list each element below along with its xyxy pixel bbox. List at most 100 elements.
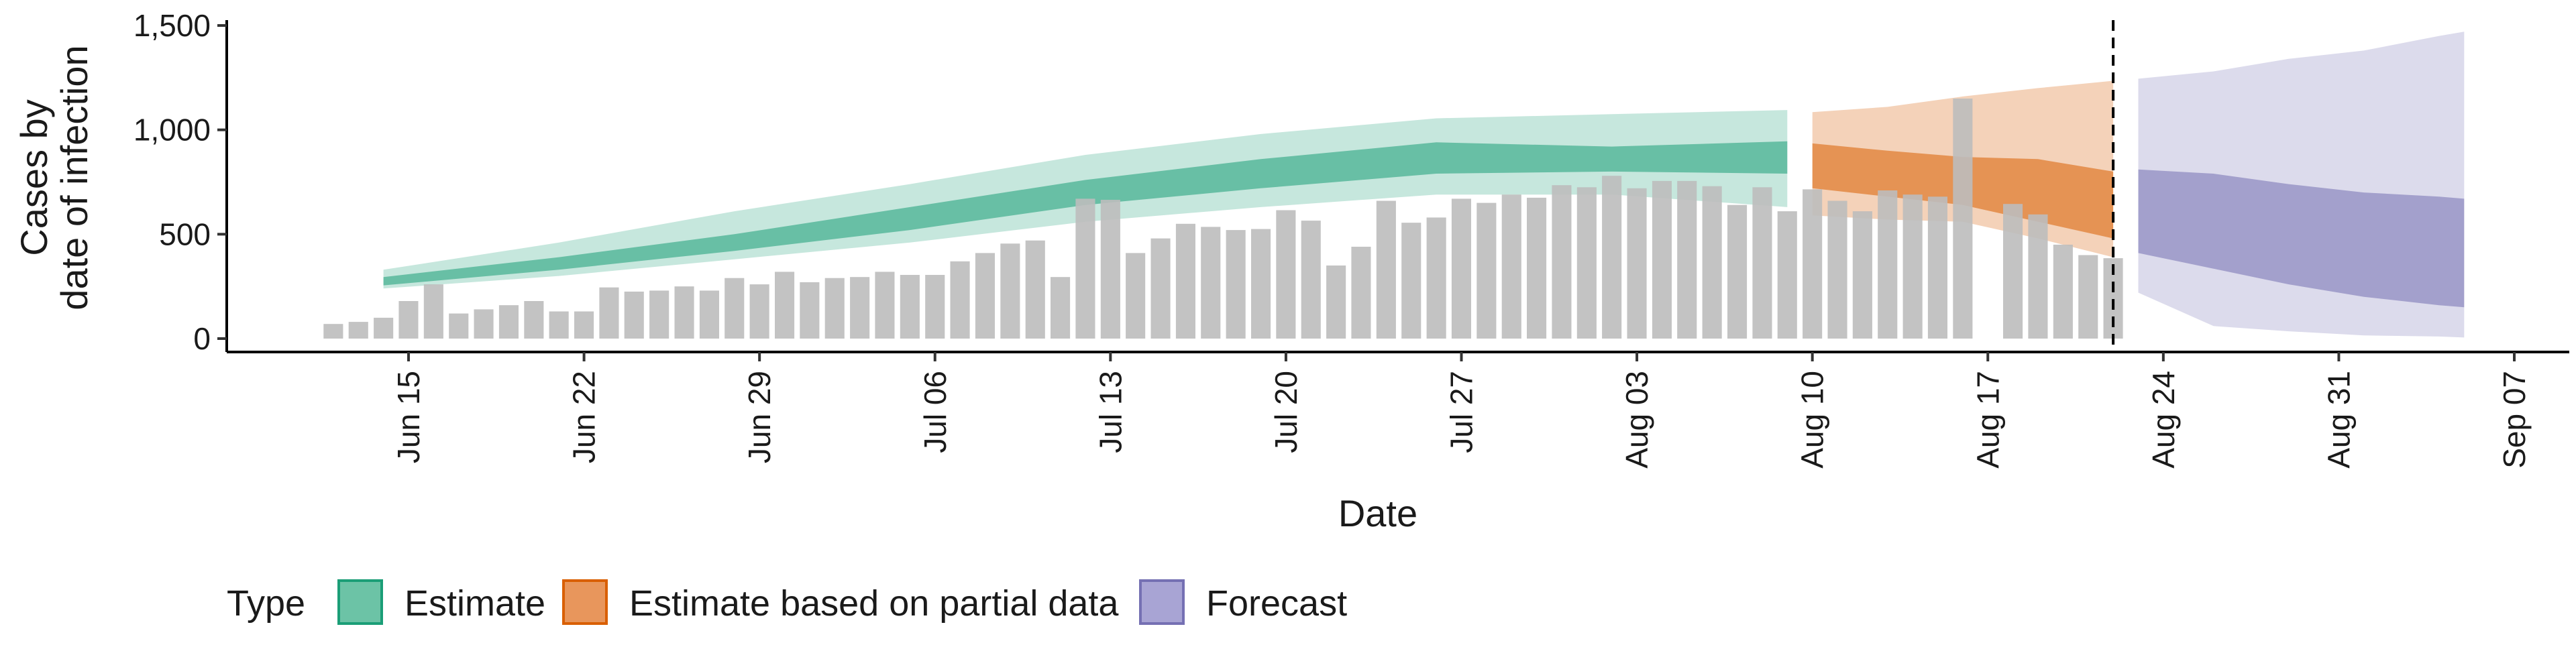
- x-tick-label: Aug 31: [2321, 371, 2356, 469]
- bar: [900, 275, 920, 339]
- bar: [1677, 180, 1697, 339]
- bar: [775, 272, 795, 339]
- bar: [1201, 227, 1221, 339]
- legend-layer: Type Estimate Estimate based on partial da…: [227, 579, 1347, 625]
- bar: [950, 261, 970, 339]
- y-tick-label: 1,000: [133, 113, 211, 148]
- x-tick-label: Aug 10: [1795, 371, 1830, 469]
- bar: [1878, 190, 1898, 339]
- bar: [1752, 187, 1772, 339]
- x-tick-label: Jun 29: [742, 371, 777, 463]
- x-tick-label: Aug 03: [1619, 371, 1654, 469]
- bar: [1426, 217, 1446, 339]
- bar: [398, 301, 419, 339]
- bar: [925, 275, 945, 339]
- bar: [524, 301, 544, 339]
- bar: [1301, 221, 1321, 339]
- ribbons-layer: [383, 32, 2465, 338]
- y-axis-title: Cases bydate of infection: [13, 45, 95, 310]
- bar: [674, 286, 694, 339]
- x-tick-label: Jul 13: [1093, 371, 1128, 453]
- bar: [1451, 198, 1471, 339]
- bar: [1051, 277, 1071, 339]
- bar: [1075, 198, 1095, 339]
- bar: [1251, 229, 1271, 339]
- bar: [649, 290, 669, 339]
- bar: [975, 253, 995, 339]
- bar: [1126, 253, 1146, 339]
- bar: [1527, 197, 1547, 339]
- x-tick-label: Jun 22: [567, 371, 602, 463]
- bar: [1827, 200, 1847, 339]
- y-tick-label: 1,500: [133, 8, 211, 43]
- bar: [824, 278, 845, 339]
- bar: [1351, 247, 1371, 339]
- bar: [2003, 204, 2023, 339]
- x-tick-label: Aug 24: [2146, 371, 2181, 469]
- x-tick-label: Jun 15: [391, 371, 426, 463]
- x-tick-label: Aug 17: [1970, 371, 2005, 469]
- bar: [1326, 266, 1346, 339]
- bar: [1000, 243, 1020, 339]
- y-tick-label: 500: [159, 217, 211, 251]
- bar: [574, 311, 594, 339]
- bar: [1226, 230, 1246, 339]
- axes-layer: 0 500 1,000 1,500 Jun 15 Jun 22 Jun 29 Jul 06 Ju…: [13, 8, 2569, 534]
- bar: [1702, 186, 1722, 339]
- y-axis-title-line: Cases by: [13, 99, 55, 255]
- legend-label: Estimate: [405, 583, 545, 624]
- bar: [2053, 244, 2073, 339]
- bar: [1576, 187, 1597, 339]
- bar: [850, 277, 870, 339]
- bar: [1501, 194, 1521, 339]
- bar: [1276, 210, 1296, 339]
- bar: [498, 305, 519, 339]
- bar: [474, 309, 494, 339]
- bar: [1953, 99, 1973, 339]
- bar: [1175, 223, 1195, 339]
- bar: [1025, 240, 1045, 339]
- bar: [800, 282, 820, 339]
- y-tick-label: 0: [193, 321, 211, 356]
- bar: [374, 317, 394, 339]
- bar: [1100, 200, 1120, 339]
- bar: [1927, 196, 1947, 339]
- bar: [1401, 223, 1421, 339]
- bar: [1652, 180, 1672, 339]
- bar: [1852, 211, 1872, 339]
- legend-swatch: [1139, 579, 1185, 625]
- legend-label: Estimate based on partial data: [629, 583, 1119, 624]
- forecast-50-ribbon: [2138, 169, 2465, 308]
- x-tick-label: Jul 06: [918, 371, 953, 453]
- bar: [1803, 189, 1823, 339]
- bar: [1150, 238, 1171, 339]
- bar: [1727, 204, 1748, 339]
- bar: [1777, 211, 1797, 339]
- legend-label: Forecast: [1206, 583, 1347, 624]
- legend-swatch: [337, 579, 383, 625]
- bar: [449, 313, 469, 339]
- bar: [1902, 194, 1923, 339]
- bar: [724, 278, 745, 339]
- bar: [323, 324, 343, 339]
- x-axis-title: Date: [1338, 492, 1417, 534]
- x-tick-label: Jul 20: [1269, 371, 1303, 453]
- bar: [749, 284, 769, 339]
- x-tick-label: Sep 07: [2497, 371, 2532, 469]
- bar: [875, 272, 895, 339]
- bar: [1552, 185, 1572, 339]
- bar: [624, 291, 644, 339]
- bar: [1602, 176, 1622, 339]
- y-axis-title-line: date of infection: [53, 45, 95, 310]
- bars-layer: [323, 99, 2123, 339]
- bar: [1376, 200, 1396, 339]
- bar: [1627, 188, 1647, 339]
- bar: [699, 290, 719, 339]
- bar: [2078, 255, 2098, 339]
- bar: [599, 287, 619, 339]
- bar: [1477, 202, 1497, 339]
- legend-title: Type: [227, 583, 305, 624]
- estimate-50-ribbon: [383, 141, 1788, 286]
